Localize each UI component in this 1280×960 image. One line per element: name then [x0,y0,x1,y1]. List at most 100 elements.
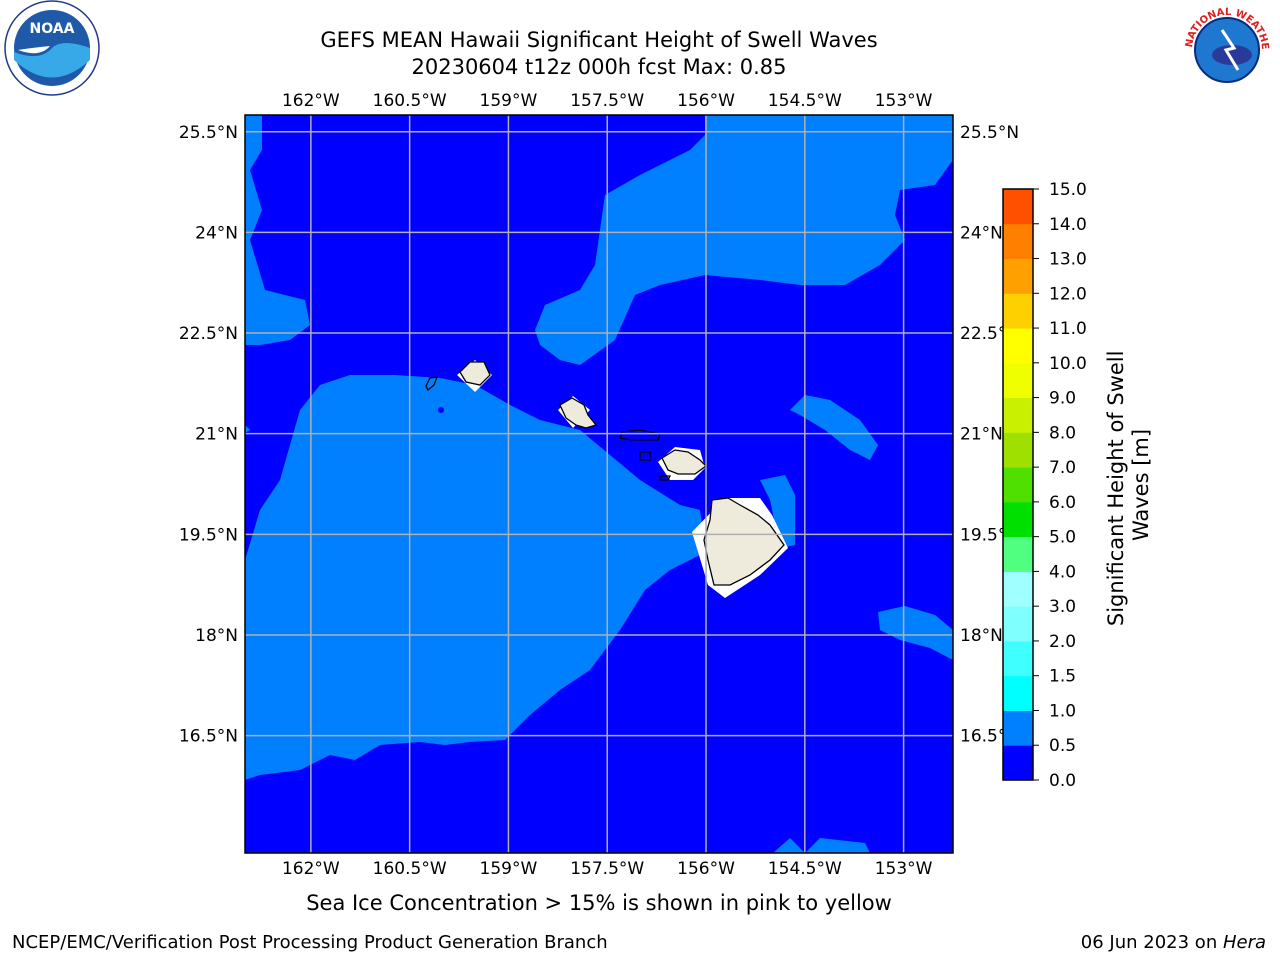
contour-0-5-bigisland [760,475,795,548]
colorbar-bin-7 [1003,501,1033,538]
contour-0-5-south [773,838,870,853]
lat-label-right: 18°N [960,626,1003,646]
lon-label-top: 157.5°W [570,91,644,111]
sea-ice-note: Sea Ice Concentration > 15% is shown in … [306,891,892,915]
island-hawaii [703,497,785,586]
lat-label-left: 21°N [195,425,238,445]
colorbar-tick-label: 8.0 [1049,423,1076,443]
lat-labels-left: 25.5°N 24°N 22.5°N 21°N 19.5°N 18°N 16.5°N [179,123,238,747]
colorbar-bin-4 [1003,606,1033,642]
lon-label-bottom: 156°W [677,859,735,879]
footer-branch: NCEP/EMC/Verification Post Processing Pr… [12,932,608,953]
colorbar-tick-label: 6.0 [1049,493,1076,513]
colorbar-bin-1 [1003,710,1033,746]
footer-date: 06 Jun 2023 on Hera [1081,932,1266,953]
lon-label-top: 154.5°W [768,91,842,111]
footer-date-text: 06 Jun 2023 on [1080,932,1223,953]
island-lanai [639,451,651,461]
island-molokai [619,429,661,441]
island-niihau [425,376,438,392]
lat-label-left: 24°N [195,223,238,243]
nws-logo: NATIONAL WEATHER SERVICE [1172,0,1273,96]
colorbar-bin-10 [1003,397,1033,433]
island-oahu [559,397,598,429]
lon-label-top: 160.5°W [373,91,447,111]
lat-label-left: 25.5°N [179,123,238,143]
contour-0-5-southeast [878,606,953,660]
lon-label-top: 153°W [875,91,933,111]
colorbar-bin-3 [1003,640,1033,677]
colorbar-tick-label: 2.0 [1049,632,1076,652]
map-title: GEFS MEAN Hawaii Significant Height of S… [320,28,878,52]
lon-label-top: 159°W [480,91,538,111]
lat-label-left: 22.5°N [179,324,238,344]
lon-label-bottom: 162°W [282,859,340,879]
oahu-small-islet [438,407,444,413]
colorbar-tick-label: 3.0 [1049,597,1076,617]
colorbar-label: Significant Height of Swell Waves [m] [1104,344,1153,626]
contour-0-5-main [245,375,705,780]
lat-label-right: 24°N [960,223,1003,243]
lon-label-bottom: 157.5°W [570,859,644,879]
lat-label-right: 25.5°N [960,123,1019,143]
colorbar-ticks: 0.0 0.5 1.0 1.5 2.0 3.0 4.0 5.0 6.0 7.0 8.0 9.0 10.0… [1033,180,1087,791]
channel-islet [604,461,612,465]
colorbar-frame [1002,188,1034,781]
islands [425,361,785,586]
colorbar-tick-label: 15.0 [1049,180,1087,200]
footer-machine: Hera [1222,932,1266,953]
lat-label-left: 19.5°N [179,525,238,545]
colorbar-bin-8 [1003,467,1033,503]
lon-labels-top: 162°W 160.5°W 159°W 157.5°W 156°W 154.5°W 153°… [282,91,933,111]
colorbar-bin-9 [1003,432,1033,468]
colorbar-bin-16 [1003,189,1033,225]
contour-0-5-channel [535,115,953,365]
colorbar-tick-label: 11.0 [1049,319,1087,339]
colorbar-tick-label: 0.5 [1049,736,1076,756]
lat-label-right: 21°N [960,425,1003,445]
map-frame [244,114,954,854]
colorbar-tick-label: 13.0 [1049,250,1087,270]
map-subtitle: 20230604 t12z 000h fcst Max: 0.85 [411,55,787,79]
lat-label-left: 18°N [195,626,238,646]
colorbar-tick-label: 5.0 [1049,528,1076,548]
island-kauai [459,361,491,386]
lon-label-bottom: 159°W [480,859,538,879]
contour-0-5-east [790,395,878,460]
colorbar-tick-label: 0.0 [1049,771,1076,791]
island-kahoolawe [659,475,672,481]
colorbar-bin-11 [1003,362,1033,399]
colorbar-tick-label: 1.5 [1049,667,1076,687]
colorbar-tick-label: 1.0 [1049,701,1076,721]
colorbar-tick-label: 9.0 [1049,389,1076,409]
contour-0-5-niihau-patch [245,425,250,433]
colorbar-bin-14 [1003,258,1033,294]
noaa-logo: NOAA [4,0,100,96]
colorbar-bin-5 [1003,571,1033,607]
swell-height-contours [245,115,953,853]
colorbar-bin-15 [1003,223,1033,260]
lon-labels-bottom: 162°W 160.5°W 159°W 157.5°W 156°W 154.5°W 153°… [282,859,933,879]
lon-label-bottom: 160.5°W [373,859,447,879]
colorbar [1002,188,1034,781]
colorbar-tick-label: 4.0 [1049,562,1076,582]
colorbar-tick-label: 12.0 [1049,284,1087,304]
lon-label-bottom: 153°W [875,859,933,879]
colorbar-bin-12 [1003,328,1033,364]
lon-label-top: 162°W [282,91,340,111]
contour-0-5-north [245,115,310,345]
colorbar-bin-13 [1003,293,1033,329]
lat-label-left: 16.5°N [179,727,238,747]
colorbar-bin-6 [1003,536,1033,572]
lon-label-bottom: 154.5°W [768,859,842,879]
lon-label-top: 156°W [677,91,735,111]
colorbar-tick-label: 7.0 [1049,458,1076,478]
colorbar-bin-0 [1003,745,1033,781]
colorbar-tick-label: 14.0 [1049,215,1087,235]
colorbar-bin-2 [1003,675,1033,711]
lat-labels-right: 25.5°N24°N22.5°N21°N19.5°N18°N16.5°N [960,123,1019,747]
svg-text:NOAA: NOAA [30,21,75,37]
map-gridlines [245,115,953,853]
colorbar-tick-label: 10.0 [1049,354,1087,374]
